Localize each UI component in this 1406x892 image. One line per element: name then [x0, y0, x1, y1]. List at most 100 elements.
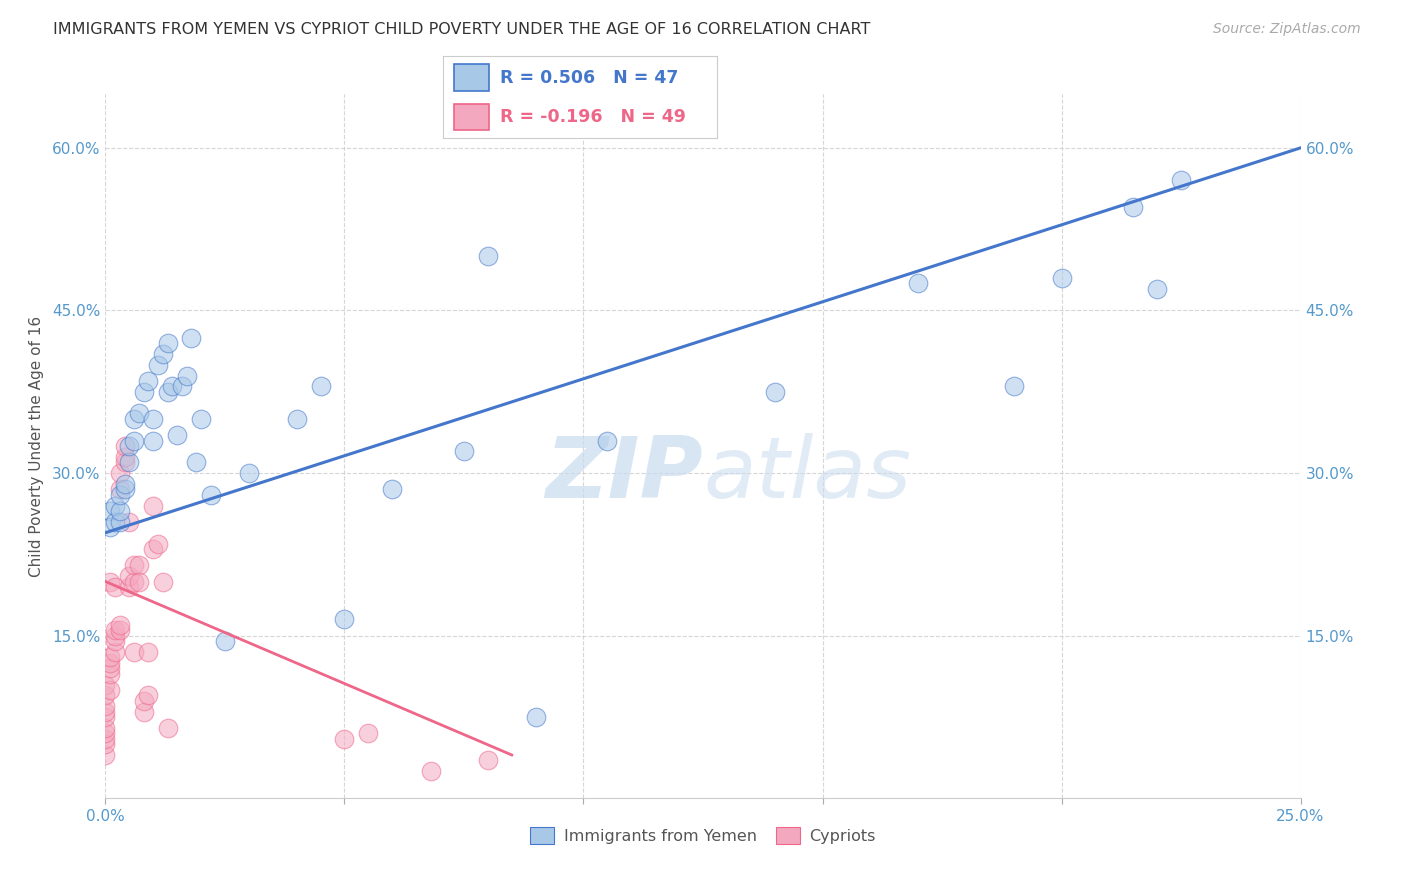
FancyBboxPatch shape	[454, 103, 489, 130]
Point	[152, 574, 174, 589]
Point	[104, 580, 127, 594]
Point	[104, 645, 127, 659]
Point	[170, 379, 193, 393]
Point	[333, 612, 356, 626]
Point	[98, 574, 121, 589]
Point	[94, 737, 117, 751]
Legend: Immigrants from Yemen, Cypriots: Immigrants from Yemen, Cypriots	[524, 821, 882, 850]
Point	[357, 726, 380, 740]
Point	[132, 694, 155, 708]
Point	[104, 634, 127, 648]
Text: R = 0.506   N = 47: R = 0.506 N = 47	[501, 69, 679, 87]
Point	[118, 515, 141, 529]
Point	[118, 439, 141, 453]
Point	[122, 645, 145, 659]
Point	[1170, 173, 1192, 187]
Point	[118, 455, 141, 469]
Point	[142, 412, 165, 426]
Point	[186, 455, 208, 469]
Point	[122, 434, 145, 448]
Point	[118, 569, 141, 583]
Point	[907, 277, 929, 291]
Point	[146, 358, 169, 372]
Point	[200, 488, 222, 502]
Text: ZIP: ZIP	[546, 433, 703, 516]
Point	[176, 368, 198, 383]
Point	[108, 483, 131, 497]
Point	[98, 656, 121, 670]
Point	[108, 618, 131, 632]
Point	[98, 504, 121, 518]
Point	[180, 330, 202, 344]
Point	[128, 558, 150, 573]
Point	[122, 412, 145, 426]
Point	[98, 661, 121, 675]
Point	[763, 384, 786, 399]
Text: Source: ZipAtlas.com: Source: ZipAtlas.com	[1213, 22, 1361, 37]
Point	[114, 483, 136, 497]
Point	[190, 412, 212, 426]
Point	[477, 753, 499, 767]
Point	[114, 477, 136, 491]
Point	[146, 536, 169, 550]
Point	[104, 515, 127, 529]
Point	[524, 710, 547, 724]
Point	[98, 520, 121, 534]
Point	[1122, 201, 1144, 215]
Point	[94, 677, 117, 691]
Point	[108, 488, 131, 502]
Text: R = -0.196   N = 49: R = -0.196 N = 49	[501, 108, 686, 126]
Point	[122, 574, 145, 589]
Y-axis label: Child Poverty Under the Age of 16: Child Poverty Under the Age of 16	[28, 316, 44, 576]
Point	[98, 666, 121, 681]
Point	[94, 731, 117, 746]
Point	[138, 374, 160, 388]
Point	[122, 558, 145, 573]
Point	[214, 634, 236, 648]
Point	[114, 439, 136, 453]
Point	[94, 689, 117, 703]
Point	[333, 731, 356, 746]
Point	[108, 466, 131, 480]
Point	[156, 384, 179, 399]
Point	[114, 455, 136, 469]
Point	[142, 541, 165, 556]
Point	[98, 682, 121, 697]
Text: IMMIGRANTS FROM YEMEN VS CYPRIOT CHILD POVERTY UNDER THE AGE OF 16 CORRELATION C: IMMIGRANTS FROM YEMEN VS CYPRIOT CHILD P…	[53, 22, 870, 37]
Point	[1002, 379, 1025, 393]
Point	[238, 466, 260, 480]
Point	[132, 384, 155, 399]
Point	[104, 624, 127, 638]
Point	[132, 705, 155, 719]
Point	[94, 710, 117, 724]
Point	[156, 721, 179, 735]
Point	[94, 726, 117, 740]
Point	[118, 580, 141, 594]
Point	[94, 721, 117, 735]
Point	[104, 629, 127, 643]
Point	[114, 450, 136, 464]
Point	[152, 347, 174, 361]
Point	[128, 407, 150, 421]
Point	[108, 624, 131, 638]
Text: atlas: atlas	[703, 433, 911, 516]
Point	[128, 574, 150, 589]
Point	[94, 747, 117, 762]
Point	[142, 499, 165, 513]
Point	[156, 336, 179, 351]
Point	[108, 504, 131, 518]
Point	[309, 379, 332, 393]
Point	[166, 428, 188, 442]
Point	[98, 650, 121, 665]
Point	[162, 379, 184, 393]
Point	[142, 434, 165, 448]
Point	[138, 645, 160, 659]
Point	[94, 705, 117, 719]
Point	[381, 483, 404, 497]
Point	[453, 444, 475, 458]
Point	[108, 515, 131, 529]
Point	[477, 249, 499, 263]
Point	[138, 689, 160, 703]
Point	[1050, 271, 1073, 285]
Point	[94, 699, 117, 714]
